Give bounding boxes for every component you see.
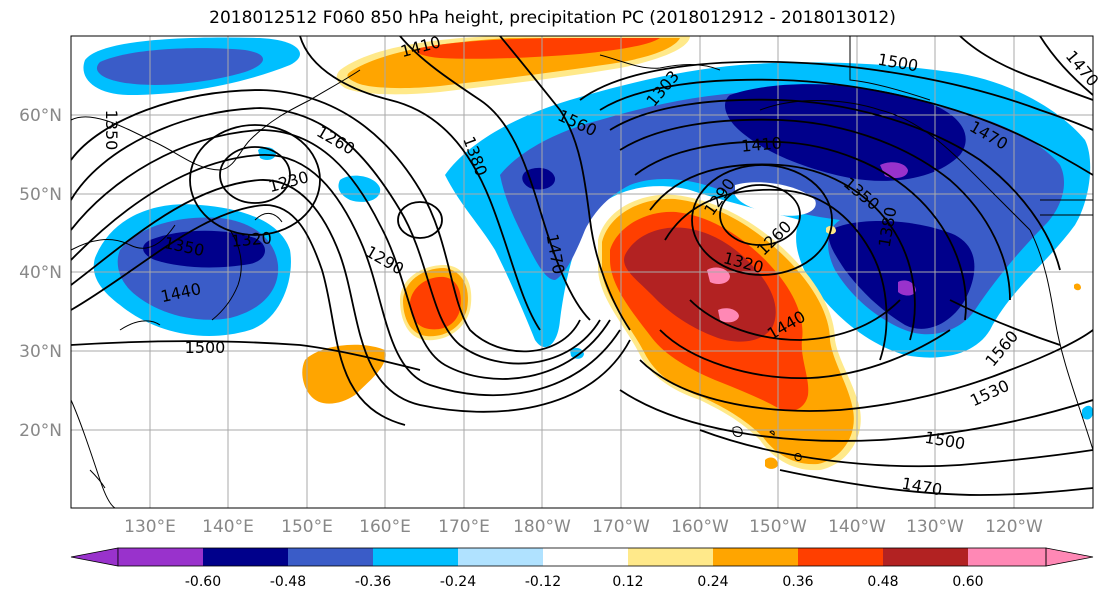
x-tick-label: 120°W xyxy=(985,517,1043,537)
shade-sw-orange xyxy=(302,344,386,404)
x-tick-label: 180°W xyxy=(513,517,571,537)
shade-purple2 xyxy=(898,280,916,296)
x-tick-label: 150°W xyxy=(749,517,807,537)
colorbar-tick: 0.12 xyxy=(612,574,643,590)
colorbar-tick: -0.60 xyxy=(185,574,221,590)
colorbar-arrow-left xyxy=(70,547,119,567)
x-tick-label: 160°E xyxy=(359,517,411,537)
x-tick-label: 140°E xyxy=(202,517,254,537)
x-tick-label: 170°W xyxy=(592,517,650,537)
shade-npac-navy1 xyxy=(725,84,966,181)
graticule xyxy=(71,36,1093,508)
colorbar-segment xyxy=(373,548,458,566)
shade-top-red xyxy=(416,38,660,59)
y-tick-label: 30°N xyxy=(19,342,62,362)
colorbar-segment xyxy=(798,548,883,566)
colorbar-tick: 0.60 xyxy=(952,574,983,590)
x-axis-ticks: 130°E 140°E 150°E 160°E 170°E 180°W 170°… xyxy=(124,517,1043,537)
colorbar-segment xyxy=(203,548,288,566)
colorbar-segment xyxy=(458,548,543,566)
colorbar-segment xyxy=(118,548,203,566)
y-tick-label: 50°N xyxy=(19,185,62,205)
contour-label: 1500 xyxy=(185,338,226,357)
shade-npac-navy3 xyxy=(522,167,556,190)
y-tick-label: 20°N xyxy=(19,421,62,441)
shade-nw-royal xyxy=(96,48,264,85)
shade-small-orange3 xyxy=(765,457,778,469)
colorbar-segment xyxy=(628,548,713,566)
shade-haw-pink2 xyxy=(718,308,739,323)
y-axis-ticks: 20°N 30°N 40°N 50°N 60°N xyxy=(19,106,62,441)
colorbar-tick: -0.12 xyxy=(525,574,561,590)
chart-title: 2018012512 F060 850 hPa height, precipit… xyxy=(209,8,896,28)
x-tick-label: 170°E xyxy=(438,517,490,537)
colorbar-tick: 0.48 xyxy=(867,574,898,590)
colorbar-tick: 0.24 xyxy=(697,574,728,590)
x-tick-label: 130°E xyxy=(124,517,176,537)
colorbar-segment xyxy=(288,548,373,566)
plot-frame xyxy=(70,35,1094,509)
colorbar-segment xyxy=(883,548,968,566)
shade-small-yellow2 xyxy=(1074,283,1081,291)
shade-npac-navy2 xyxy=(828,220,975,329)
height-contours xyxy=(71,36,1093,496)
contour-label: 1320 xyxy=(230,228,272,250)
contour-label: 1410 xyxy=(740,133,782,155)
y-tick-label: 60°N xyxy=(19,106,62,126)
shade-japan-navy xyxy=(143,230,266,268)
colorbar-tick: -0.24 xyxy=(440,574,476,590)
colorbar-arrow-right xyxy=(1045,547,1094,567)
colorbar-segment xyxy=(713,548,798,566)
colorbar-segment xyxy=(968,548,1046,566)
colorbar-segment xyxy=(543,548,628,566)
shade-small-sky4 xyxy=(1082,405,1093,420)
colorbar: -0.60 -0.48 -0.36 -0.24 -0.12 0.12 0.24 … xyxy=(70,547,1094,590)
contour-label: 1350 xyxy=(102,110,121,151)
x-tick-label: 130°W xyxy=(906,517,964,537)
x-tick-label: 160°W xyxy=(671,517,729,537)
x-tick-label: 150°E xyxy=(281,517,333,537)
colorbar-tick: -0.48 xyxy=(270,574,306,590)
x-tick-label: 140°W xyxy=(828,517,886,537)
colorbar-tick: 0.36 xyxy=(782,574,813,590)
y-tick-label: 40°N xyxy=(19,263,62,283)
colorbar-tick: -0.36 xyxy=(355,574,391,590)
precip-shading xyxy=(83,36,1093,471)
